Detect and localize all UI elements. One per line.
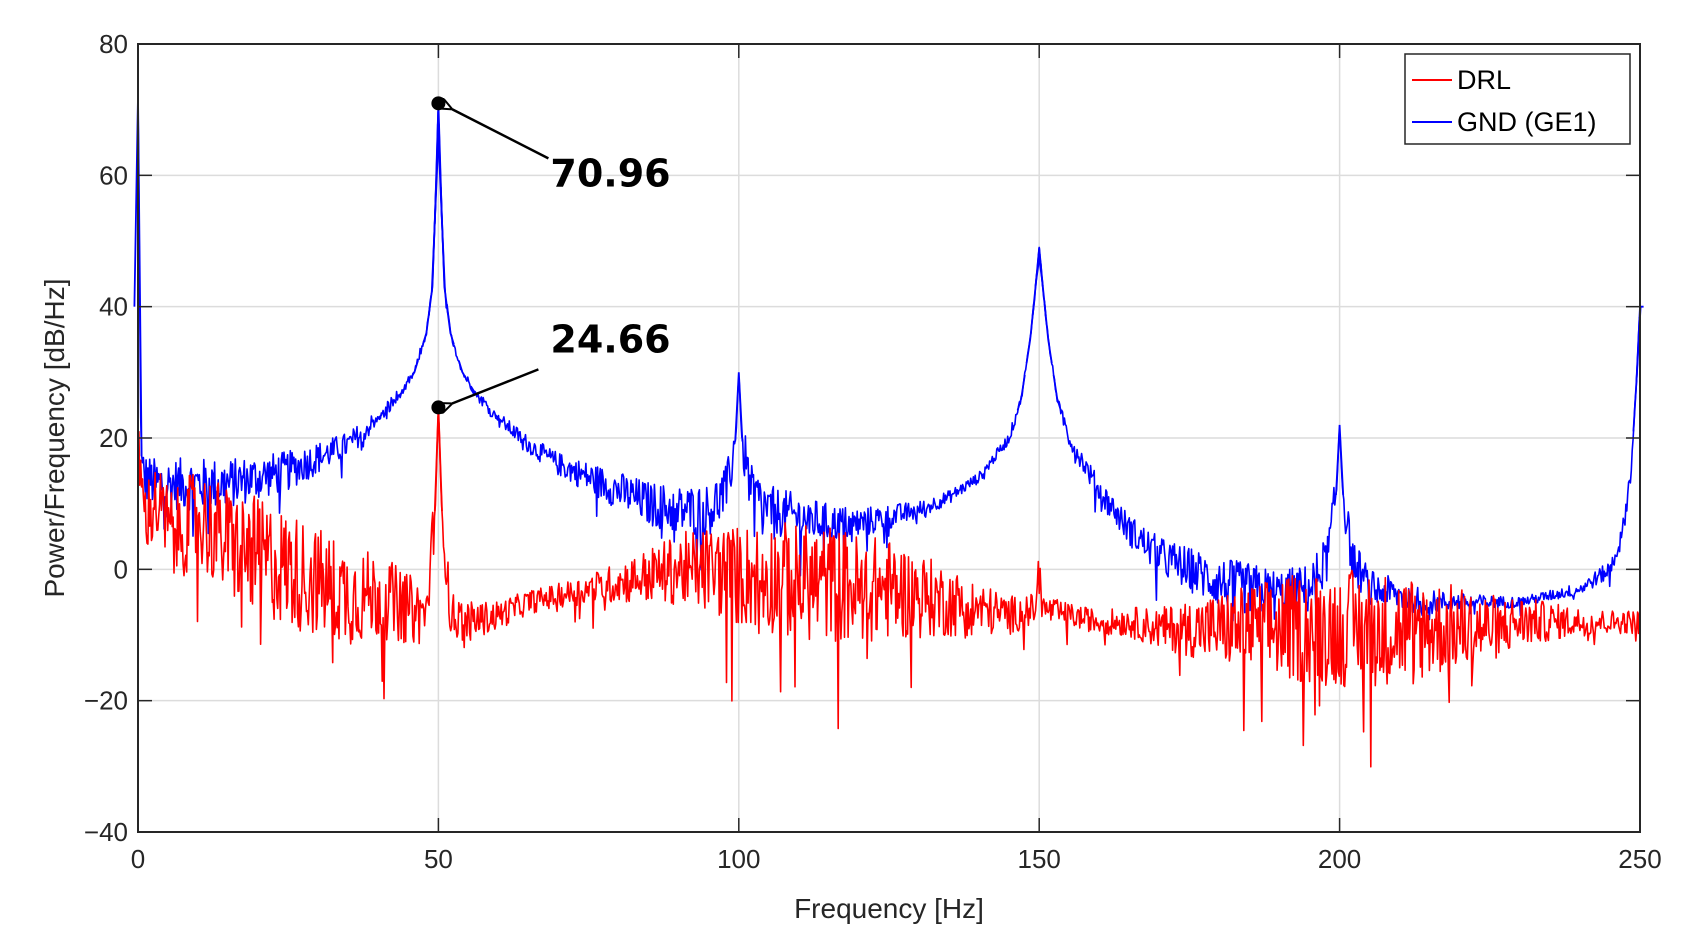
x-ticks: 0 50 100 150 200 250 (131, 44, 1662, 874)
legend-label-gnd: GND (GE1) (1457, 107, 1597, 137)
series-peak (421, 305, 431, 346)
x-tick-label: 100 (717, 844, 760, 874)
annotation-arrow (452, 109, 549, 160)
series-peak (494, 413, 503, 423)
y-tick-label: 20 (99, 423, 128, 453)
legend: DRL GND (GE1) (1404, 53, 1631, 145)
y-tick-label: −20 (84, 686, 128, 716)
series-line-gnd (137, 95, 1641, 622)
series-peak (1335, 424, 1345, 495)
annotation-marker (431, 96, 446, 111)
annotation-label: 70.96 (550, 151, 670, 195)
series-peak (410, 360, 419, 379)
series-peak (1016, 374, 1026, 411)
y-ticks: −40 −20 0 20 40 60 80 (84, 29, 1640, 847)
legend-label-drl: DRL (1457, 65, 1511, 95)
y-tick-label: 40 (99, 292, 128, 322)
legend-box (1404, 53, 1631, 145)
series-peak (457, 360, 467, 379)
x-tick-label: 150 (1018, 844, 1061, 874)
annotation-label: 24.66 (550, 317, 670, 361)
annotation-arrow (452, 368, 539, 403)
series-peak (1052, 374, 1062, 411)
x-axis-label: Frequency [Hz] (794, 893, 984, 924)
x-tick-label: 200 (1318, 844, 1361, 874)
y-tick-label: 80 (99, 29, 128, 59)
series-peak (734, 372, 744, 442)
x-tick-label: 0 (131, 844, 145, 874)
x-tick-label: 50 (424, 844, 453, 874)
series-peak (1043, 303, 1053, 364)
y-tick-label: −40 (84, 817, 128, 847)
annotation-marker (431, 400, 446, 415)
series-line-drl (137, 415, 1641, 768)
annotation-layer: 70.96 24.66 (431, 96, 671, 415)
series-peak (398, 385, 407, 397)
series-layer (133, 95, 1644, 768)
x-tick-label: 250 (1618, 844, 1661, 874)
y-axis-label: Power/Frequency [dB/Hz] (39, 278, 70, 597)
series-peak (439, 187, 449, 315)
y-tick-label: 60 (99, 160, 128, 190)
series-peak (445, 305, 455, 346)
series-peak (374, 413, 383, 423)
y-tick-label: 0 (114, 554, 128, 584)
